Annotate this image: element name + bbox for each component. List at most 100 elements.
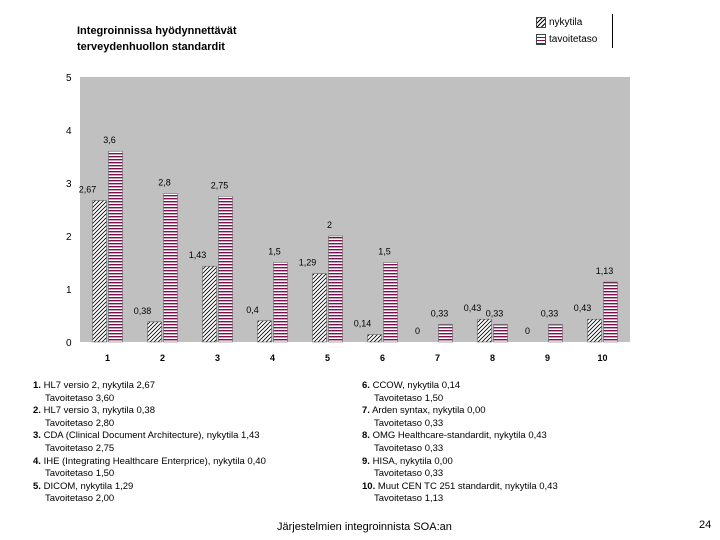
standard-item-name: 6. CCOW, nykytila 0,14	[362, 380, 702, 393]
bar-tavoitetaso	[548, 324, 563, 343]
legend-item-tavoitetaso: tavoitetaso	[536, 31, 612, 48]
legend-swatch-nykytila	[536, 17, 546, 28]
page-number: 24	[699, 519, 712, 531]
bar-tavoitetaso	[603, 281, 618, 343]
plot-area	[80, 77, 630, 342]
bar-nykytila	[312, 273, 327, 343]
standard-item: 8. OMG Healthcare-standardit, nykytila 0…	[362, 430, 702, 455]
data-label-nykytila: 0,43	[464, 303, 482, 313]
bar-nykytila	[92, 200, 107, 343]
data-label-nykytila: 0	[525, 326, 530, 336]
data-label-tavoitetaso: 1,5	[268, 247, 281, 257]
y-tick-label: 4	[66, 126, 72, 137]
standard-item-number: 6.	[362, 380, 370, 391]
bar-nykytila	[367, 334, 382, 343]
standard-item-text: HL7 versio 2, nykytila 2,67	[43, 380, 155, 391]
bar-nykytila	[147, 321, 162, 343]
x-tick-label: 7	[435, 353, 440, 363]
standard-item-target: Tavoitetaso 2,80	[45, 417, 115, 429]
data-label-nykytila: 0,14	[354, 319, 372, 329]
y-tick-label: 3	[66, 179, 72, 190]
data-label-tavoitetaso: 0,33	[486, 309, 504, 319]
data-label-nykytila: 2,67	[79, 184, 97, 194]
data-label-tavoitetaso: 1,5	[378, 247, 391, 257]
data-label-tavoitetaso: 2,75	[211, 180, 229, 190]
standard-item-number: 9.	[362, 455, 370, 467]
footer-text: Järjestelmien integroinnista SOA:an	[277, 521, 452, 533]
data-label-tavoitetaso: 3,6	[103, 135, 116, 145]
standard-item-text: HL7 versio 3, nykytila 0,38	[43, 405, 155, 417]
standard-item: 1. HL7 versio 2, nykytila 2,67 Tavoitetas…	[33, 380, 353, 405]
standard-item-target: Tavoitetaso 2,75	[45, 442, 115, 454]
bar-tavoitetaso	[328, 235, 343, 343]
standard-item-number: 8.	[362, 430, 370, 442]
x-tick-label: 5	[325, 353, 330, 363]
standard-item-number: 2.	[33, 405, 41, 417]
standard-item: 3. CDA (Clinical Document Architecture),…	[33, 430, 353, 455]
y-tick-label: 0	[66, 338, 72, 349]
standard-item: 5. DICOM, nykytila 1,29 Tavoitetaso 2,00	[33, 481, 353, 506]
standard-item-name: 2. HL7 versio 3, nykytila 0,38	[33, 405, 353, 418]
standard-item-text: IHE (Integrating Healthcare Enterprice),…	[43, 455, 266, 467]
standard-item-name: 1. HL7 versio 2, nykytila 2,67	[33, 380, 353, 393]
bar-tavoitetaso	[438, 324, 453, 343]
data-label-tavoitetaso: 1,13	[596, 266, 614, 276]
y-tick-label: 1	[66, 285, 72, 296]
standard-item-target: Tavoitetaso 0,33	[374, 417, 444, 429]
standard-item-number: 5.	[33, 480, 41, 492]
bar-tavoitetaso	[383, 262, 398, 343]
standard-item-text: CCOW, nykytila 0,14	[372, 380, 461, 391]
data-label-tavoitetaso: 0,33	[431, 309, 449, 319]
legend-swatch-tavoitetaso	[536, 34, 546, 45]
standard-item-target: Tavoitetaso 0,33	[374, 442, 444, 454]
standard-item-target: Tavoitetaso 1,13	[374, 493, 444, 505]
standard-item-name: 8. OMG Healthcare-standardit, nykytila 0…	[362, 430, 702, 443]
y-tick-label: 5	[66, 73, 72, 84]
x-tick-label: 9	[545, 353, 550, 363]
data-label-nykytila: 1,43	[189, 250, 207, 260]
standard-item-number: 10.	[362, 480, 376, 492]
standards-list-right: 6. CCOW, nykytila 0,14 Tavoitetaso 1,50 7.…	[362, 380, 702, 506]
bar-tavoitetaso	[108, 150, 123, 343]
x-tick-label: 1	[105, 353, 110, 363]
standard-item-name: 5. DICOM, nykytila 1,29	[33, 481, 353, 494]
standard-item-number: 1.	[33, 380, 41, 391]
legend-item-nykytila: nykytila	[536, 14, 612, 31]
bar-chart: 0 1 2 3 4 5 2,67 3,6 0,38 2,8 1,43 2,75 0,4 1,5 1,29 2…	[66, 73, 630, 363]
standard-item: 10. Muut CEN TC 251 standardit, nykytila…	[362, 481, 702, 506]
standard-item-number: 4.	[33, 455, 41, 467]
standard-item-text: OMG Healthcare-standardit, nykytila 0,43	[372, 430, 547, 442]
standard-item: 2. HL7 versio 3, nykytila 0,38 Tavoitetas…	[33, 405, 353, 430]
standard-item-target: Tavoitetaso 1,50	[45, 468, 115, 480]
chart-title-line-1: Integroinnissa hyödynnettävät	[77, 25, 237, 37]
bar-tavoitetaso	[218, 196, 233, 343]
y-tick-label: 2	[66, 232, 72, 243]
standard-item: 4. IHE (Integrating Healthcare Enterpric…	[33, 456, 353, 481]
bar-tavoitetaso	[163, 193, 178, 343]
standard-item-name: 4. IHE (Integrating Healthcare Enterpric…	[33, 456, 353, 469]
chart-title-line-2: terveydenhuollon standardit	[77, 41, 225, 53]
bar-tavoitetaso	[493, 324, 508, 343]
x-tick-label: 3	[215, 353, 220, 363]
x-tick-label: 10	[597, 353, 607, 363]
standard-item-target: Tavoitetaso 1,50	[374, 392, 444, 404]
standard-item-text: Arden syntax, nykytila 0,00	[372, 405, 486, 417]
data-label-tavoitetaso: 2	[327, 220, 332, 230]
standard-item: 6. CCOW, nykytila 0,14 Tavoitetaso 1,50	[362, 380, 702, 405]
x-tick-label: 6	[380, 353, 385, 363]
standard-item: 9. HISA, nykytila 0,00 Tavoitetaso 0,33	[362, 456, 702, 481]
standards-list-left: 1. HL7 versio 2, nykytila 2,67 Tavoitetas…	[33, 380, 353, 506]
bar-nykytila	[257, 320, 272, 343]
standard-item-text: HISA, nykytila 0,00	[372, 455, 453, 467]
data-label-nykytila: 0,38	[134, 306, 152, 316]
x-tick-label: 2	[160, 353, 165, 363]
x-tick-label: 8	[490, 353, 495, 363]
standard-item-text: DICOM, nykytila 1,29	[43, 480, 134, 492]
bar-nykytila	[587, 318, 602, 343]
standard-item-number: 3.	[33, 430, 41, 442]
data-label-nykytila: 0,43	[574, 303, 592, 313]
chart-title: Integroinnissa hyödynnettävät terveydenh…	[77, 23, 237, 55]
standard-item-text: CDA (Clinical Document Architecture), ny…	[43, 430, 260, 442]
standard-item: 7. Arden syntax, nykytila 0,00 Tavoitetas…	[362, 405, 702, 430]
data-label-nykytila: 0,4	[246, 305, 259, 315]
